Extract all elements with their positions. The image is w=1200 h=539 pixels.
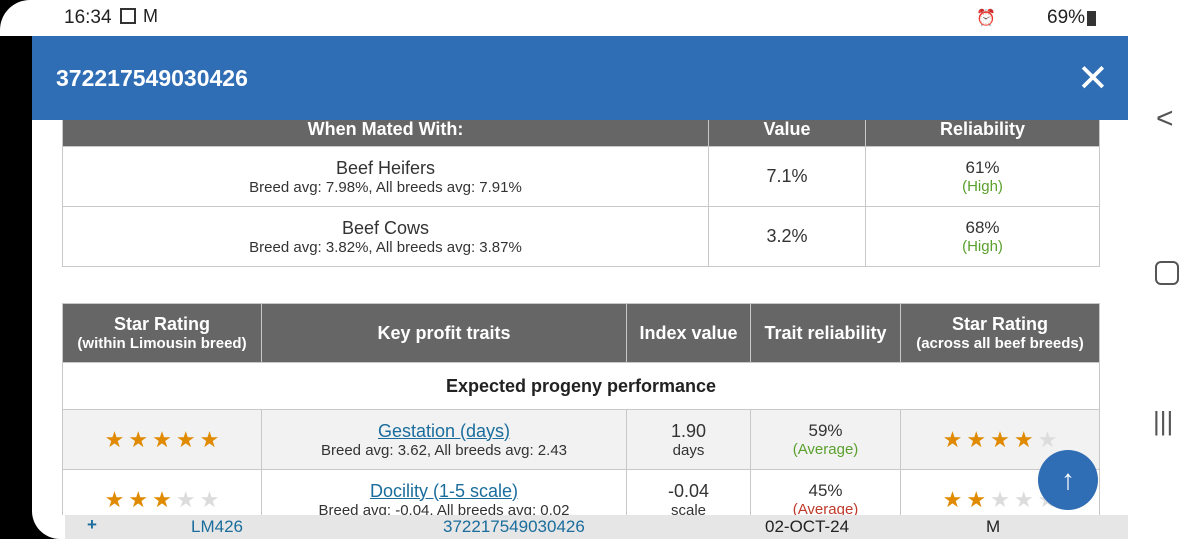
index-value: -0.04 — [667, 480, 710, 501]
trait-link[interactable]: Gestation (days) — [377, 420, 511, 441]
alarm-icon: ⏰ — [976, 10, 996, 27]
star-rating: ★★★★★ — [103, 427, 222, 452]
battery: 69% — [1047, 7, 1086, 28]
star-rating: ★★★★★ — [941, 427, 1060, 452]
header-cell: Value — [708, 120, 866, 147]
expand[interactable]: + — [87, 515, 97, 534]
star: ★ — [966, 426, 987, 452]
star: ★ — [128, 426, 149, 452]
section-title: Expected progeny performance — [62, 362, 1100, 410]
star: ★ — [199, 486, 220, 512]
cell: LM426 — [191, 517, 243, 536]
star: ★ — [152, 486, 172, 512]
status-bar: 16:34 M ⏰ 69% — [0, 0, 1200, 36]
averages: Breed avg: 7.98%, All breeds avg: 7.91% — [249, 178, 522, 196]
averages: Breed avg: 3.82%, All breeds avg: 3.87% — [249, 238, 522, 256]
modal: 372217549030426 ✕ When Mated With: Value… — [32, 36, 1128, 539]
star: ★ — [175, 426, 196, 452]
unit: days — [672, 441, 705, 459]
reliability: 59% — [808, 421, 843, 440]
header-subtitle: (across all beef breeds) — [916, 335, 1084, 352]
row: Beef Heifers Breed avg: 7.98%, All breeds… — [62, 146, 1100, 207]
star: ★ — [966, 486, 987, 512]
star: ★ — [990, 486, 1010, 512]
star: ★ — [152, 426, 172, 452]
header-title: Star Rating — [951, 314, 1048, 334]
star: ★ — [942, 486, 963, 512]
star: ★ — [104, 486, 125, 512]
traits-table: Star Rating (within Limousin breed) Key p… — [62, 303, 1100, 515]
index-value: 1.90 — [670, 420, 707, 441]
averages: Breed avg: 3.62, All breeds avg: 2.43 — [321, 441, 567, 459]
star: ★ — [175, 486, 196, 512]
star: ★ — [1037, 426, 1058, 452]
star: ★ — [104, 426, 125, 452]
star: ★ — [199, 426, 220, 452]
header-subtitle: (within Limousin breed) — [77, 335, 247, 352]
value: 7.1% — [708, 146, 866, 207]
home-button[interactable] — [1155, 261, 1179, 285]
battery-icon — [1087, 11, 1096, 26]
cell: 372217549030426 — [443, 517, 585, 536]
time: 16:34 — [64, 7, 112, 28]
reliability: 45% — [808, 481, 843, 500]
star-rating: ★★★★★ — [103, 487, 222, 512]
row: Beef Cows Breed avg: 3.82%, All breeds av… — [62, 206, 1100, 267]
averages: Breed avg: -0.04, All breeds avg: 0.02 — [318, 501, 570, 516]
header-title: Index value — [626, 303, 751, 363]
unit: scale — [670, 501, 707, 516]
reliability-level: (High) — [962, 178, 1003, 195]
star: ★ — [1013, 486, 1034, 512]
modal-title: 372217549030426 — [56, 65, 248, 91]
trait-link[interactable]: Docility (1-5 scale) — [369, 480, 519, 501]
mating-table: When Mated With: Value Reliability Beef … — [62, 120, 1100, 267]
header-title: Star Rating — [113, 314, 210, 334]
gallery-icon — [120, 8, 136, 24]
close-button[interactable]: ✕ — [1077, 58, 1109, 100]
modal-content: When Mated With: Value Reliability Beef … — [32, 120, 1128, 515]
reliability: 61% — [965, 158, 1000, 177]
name: Beef Cows — [341, 217, 430, 238]
cell: 02-OCT-24 — [765, 517, 850, 536]
reliability-level: (High) — [962, 238, 1003, 255]
star: ★ — [942, 426, 963, 452]
reliability-level: (Average) — [792, 501, 859, 515]
scroll-top-button[interactable]: ↑ — [1038, 450, 1098, 510]
star: ★ — [128, 486, 149, 512]
header-title: Trait reliability — [750, 303, 901, 363]
header-cell: Reliability — [865, 120, 1100, 147]
list-row[interactable]: + LM426 372217549030426 02-OCT-24 M — [65, 515, 1128, 539]
row: ★ ★ ★ ★ ★ Gestation (days) Breed avg: 3.62, A… — [62, 409, 1100, 470]
back-button[interactable]: < — [1156, 102, 1174, 135]
star: ★ — [990, 426, 1010, 452]
name: Beef Heifers — [335, 157, 436, 178]
star: ★ — [1013, 426, 1034, 452]
value: 3.2% — [708, 206, 866, 267]
nav-bar: < ||| — [1128, 36, 1200, 539]
reliability-level: (Average) — [792, 441, 859, 458]
reliability: 68% — [965, 218, 1000, 237]
modal-header: 372217549030426 ✕ — [32, 36, 1128, 120]
recents-button[interactable]: ||| — [1153, 406, 1174, 436]
star-rating: ★★★★★ — [941, 487, 1060, 512]
cell: M — [986, 517, 1001, 536]
mail-icon: M — [143, 6, 158, 26]
header-title: Key profit traits — [261, 303, 627, 363]
header-cell: When Mated With: — [62, 120, 709, 147]
row: ★ ★ ★ ★ ★ Docility (1-5 scale) Breed avg: -0.… — [62, 469, 1100, 516]
